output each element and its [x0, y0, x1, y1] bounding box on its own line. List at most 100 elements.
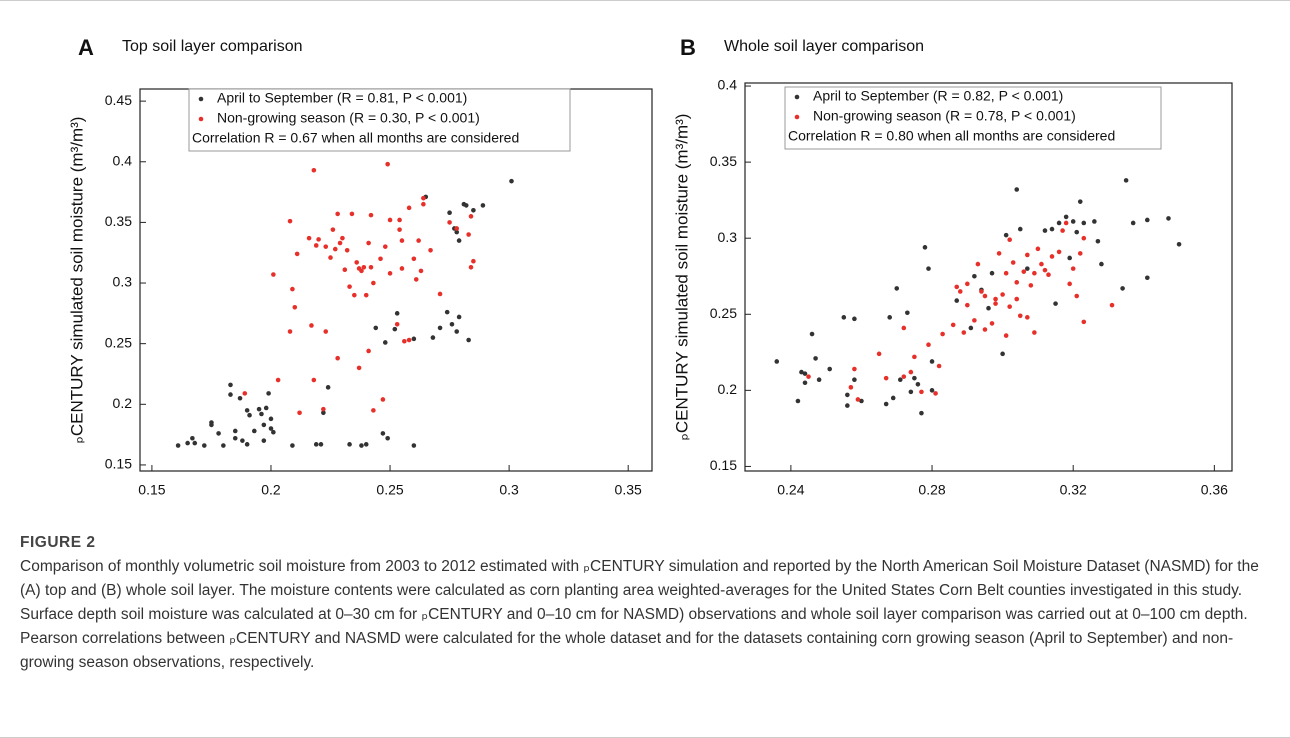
point: [852, 316, 857, 322]
panel-label: B: [680, 35, 696, 60]
x-tick-label: 0.24: [777, 482, 804, 498]
point: [311, 377, 317, 383]
point: [380, 397, 386, 402]
point: [340, 235, 345, 241]
point: [1003, 270, 1009, 276]
point: [1081, 319, 1087, 325]
point: [468, 264, 474, 270]
point: [361, 264, 367, 270]
point: [311, 167, 317, 173]
point: [371, 408, 376, 413]
point: [1035, 246, 1041, 252]
point: [175, 443, 181, 448]
x-tick-label: 0.3: [499, 482, 519, 498]
point: [1042, 267, 1048, 273]
point: [1077, 199, 1083, 204]
point: [292, 304, 298, 310]
point: [382, 340, 388, 345]
point: [1039, 261, 1044, 267]
legend-marker: [794, 94, 800, 100]
point: [1130, 220, 1136, 226]
point: [399, 266, 405, 271]
point: [259, 411, 264, 417]
point: [905, 310, 910, 316]
point: [936, 363, 942, 369]
point: [1081, 235, 1087, 241]
point: [297, 410, 302, 416]
point: [926, 266, 931, 271]
point: [228, 392, 233, 397]
legend-label: April to September (R = 0.82, P < 0.001): [813, 88, 1063, 104]
point: [294, 251, 300, 257]
point: [232, 428, 238, 434]
point: [385, 161, 390, 167]
point: [428, 247, 433, 253]
point: [912, 354, 917, 360]
point: [1092, 219, 1097, 224]
point: [1014, 280, 1020, 285]
point: [261, 438, 267, 443]
point: [809, 331, 815, 337]
point: [1046, 272, 1051, 278]
point: [437, 291, 443, 297]
panel-label: A: [78, 35, 94, 60]
point: [447, 210, 452, 215]
point: [402, 338, 407, 344]
y-tick-label: 0.2: [718, 381, 738, 397]
point: [1042, 228, 1048, 233]
point: [421, 195, 426, 201]
point: [363, 442, 369, 447]
point: [1070, 266, 1076, 271]
point: [961, 330, 967, 335]
point: [309, 323, 314, 328]
point: [247, 412, 252, 418]
point: [919, 389, 924, 395]
point: [915, 381, 921, 387]
point: [922, 245, 928, 250]
y-tick-label: 0.15: [105, 456, 132, 472]
x-axis-label: NASMD observed soil moisture (m³/m³): [840, 510, 1137, 511]
point: [366, 240, 371, 246]
point: [1074, 229, 1080, 235]
point: [268, 426, 274, 431]
figure-label: FIGURE 2: [20, 534, 96, 551]
point: [242, 391, 248, 396]
point: [1032, 330, 1037, 335]
point: [330, 227, 336, 232]
point: [890, 395, 896, 401]
point: [271, 272, 276, 277]
point: [394, 311, 400, 316]
y-tick-label: 0.25: [710, 305, 737, 321]
point: [261, 422, 267, 428]
point: [876, 351, 882, 357]
point: [263, 405, 269, 411]
legend-label: April to September (R = 0.81, P < 0.001): [217, 90, 467, 106]
point: [509, 178, 514, 184]
point: [480, 203, 486, 208]
point: [363, 292, 369, 298]
point: [447, 220, 452, 225]
point: [456, 314, 462, 320]
point: [965, 281, 970, 287]
point: [275, 377, 281, 383]
legend-box: [784, 86, 1162, 150]
point: [1025, 252, 1030, 258]
x-tick-label: 0.36: [1201, 482, 1228, 498]
point: [437, 325, 443, 331]
point: [806, 374, 811, 379]
point: [356, 365, 362, 371]
point: [321, 406, 326, 412]
point: [373, 325, 379, 331]
point: [1000, 351, 1005, 357]
y-axis-label: ₚCENTURY simulated soil moisture (m³/m³): [672, 114, 691, 441]
point: [848, 385, 854, 390]
point: [287, 218, 293, 224]
y-tick-label: 0.4: [113, 152, 133, 168]
point: [323, 244, 329, 249]
x-tick-label: 0.25: [376, 482, 403, 498]
point: [368, 212, 374, 218]
point: [192, 440, 198, 446]
point: [454, 329, 460, 334]
point: [816, 377, 822, 383]
point: [1017, 226, 1023, 232]
